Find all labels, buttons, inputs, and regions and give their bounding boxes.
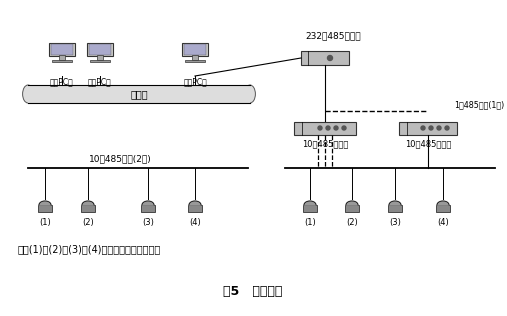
Bar [399, 121, 457, 135]
Polygon shape [82, 201, 94, 205]
Bar [97, 55, 103, 60]
Bar [49, 43, 75, 56]
Bar [52, 60, 72, 62]
Circle shape [429, 126, 433, 130]
Circle shape [326, 126, 330, 130]
Bar [89, 45, 111, 55]
Bar [38, 205, 52, 212]
Bar [188, 205, 202, 212]
Circle shape [445, 126, 449, 130]
Bar [301, 51, 349, 65]
Bar [87, 43, 113, 56]
Text: 注：(1)、(2)、(3)、(4)表示四种单片机节点。: 注：(1)、(2)、(3)、(4)表示四种单片机节点。 [18, 244, 161, 254]
Text: (3): (3) [389, 218, 401, 227]
Polygon shape [346, 201, 358, 205]
Bar [388, 205, 402, 212]
Bar [294, 121, 356, 135]
Bar [141, 205, 155, 212]
Text: 客户PC机: 客户PC机 [88, 77, 112, 86]
Text: (3): (3) [142, 218, 154, 227]
Bar [51, 45, 73, 55]
Bar [345, 205, 359, 212]
Polygon shape [304, 201, 316, 205]
Ellipse shape [244, 85, 256, 103]
Text: 客户PC机: 客户PC机 [50, 77, 74, 86]
Polygon shape [39, 201, 51, 205]
Bar [28, 85, 250, 103]
Circle shape [328, 56, 333, 60]
Bar [192, 55, 198, 60]
Text: 10口485集线器: 10口485集线器 [405, 139, 451, 148]
Polygon shape [437, 201, 449, 205]
Bar [81, 205, 95, 212]
Polygon shape [389, 201, 401, 205]
Bar [182, 43, 208, 56]
Circle shape [342, 126, 346, 130]
Text: (1): (1) [39, 218, 51, 227]
Text: 图5   系统结构: 图5 系统结构 [223, 285, 283, 298]
Text: (2): (2) [82, 218, 94, 227]
Circle shape [421, 126, 425, 130]
Text: (4): (4) [437, 218, 449, 227]
Text: 以太网: 以太网 [130, 89, 148, 99]
Polygon shape [142, 201, 154, 205]
Text: 通信PC机: 通信PC机 [183, 77, 207, 86]
Text: 10路485总线(2级): 10路485总线(2级) [89, 154, 152, 163]
Text: 10口485集线器: 10口485集线器 [302, 139, 348, 148]
Ellipse shape [23, 85, 33, 103]
Text: 1路485总线(1级): 1路485总线(1级) [454, 100, 504, 109]
Polygon shape [189, 201, 201, 205]
Circle shape [318, 126, 322, 130]
Text: (1): (1) [304, 218, 316, 227]
Bar [436, 205, 450, 212]
Bar [184, 45, 206, 55]
Bar [303, 205, 317, 212]
Circle shape [437, 126, 441, 130]
Circle shape [334, 126, 338, 130]
Bar [59, 55, 65, 60]
Text: (4): (4) [189, 218, 201, 227]
Bar [185, 60, 205, 62]
Bar [90, 60, 110, 62]
Text: (2): (2) [346, 218, 358, 227]
Text: 232－485转换器: 232－485转换器 [305, 31, 361, 40]
